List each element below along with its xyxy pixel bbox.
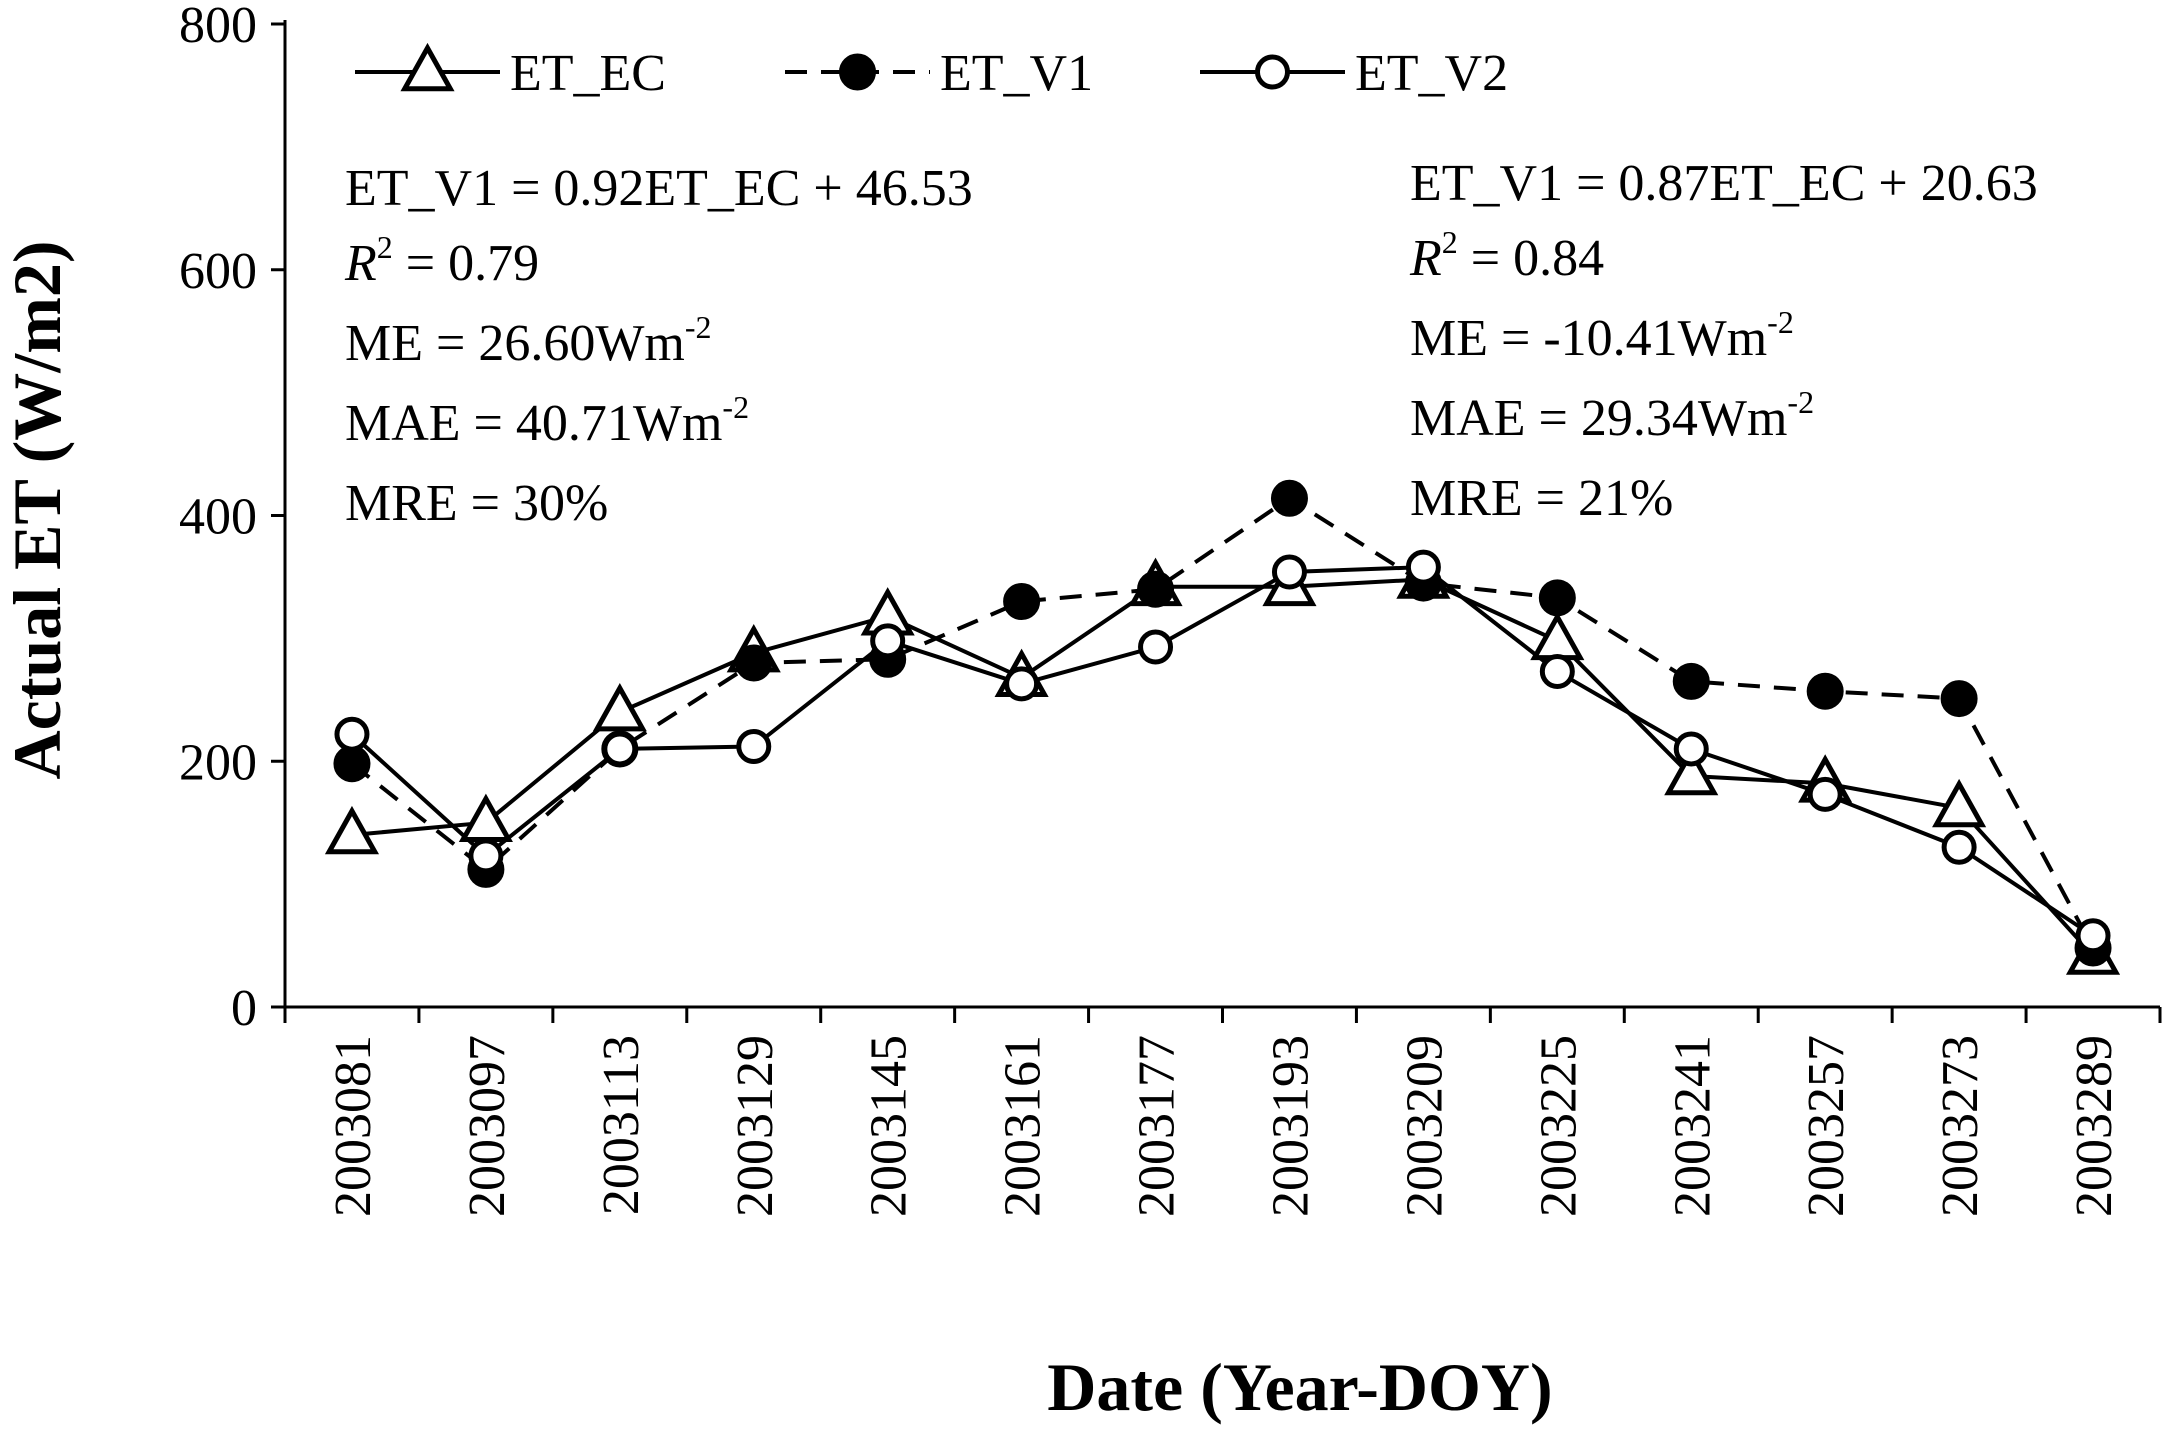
- data-point: [468, 838, 504, 874]
- x-tick-label: 2003081: [325, 1035, 382, 1217]
- series-ET_V1: [350, 496, 2095, 949]
- data-point: [1405, 549, 1441, 585]
- data-point: [736, 729, 772, 765]
- axes: 0 200 400 600 800 2003081 2003097 2003113 200312…: [179, 0, 2162, 1217]
- data-point: [602, 731, 638, 767]
- data-point: [1538, 579, 1576, 617]
- me-right: ME = -10.41Wm-2: [1410, 304, 1794, 367]
- x-tick-label: 2003193: [1262, 1035, 1319, 1217]
- legend-label: ET_V1: [940, 45, 1093, 102]
- legend: ET_EC ET_V1 ET_V2: [355, 42, 1508, 102]
- data-point: [1255, 54, 1290, 90]
- data-point: [870, 623, 906, 659]
- equation-right: ET_V1 = 0.87ET_EC + 20.63: [1410, 155, 2038, 212]
- legend-item-ET_EC: ET_EC: [355, 42, 666, 102]
- equation-left: ET_V1 = 0.92ET_EC + 46.53: [345, 160, 973, 217]
- data-point: [458, 793, 513, 842]
- series-line: [350, 565, 2095, 938]
- data-point: [1137, 570, 1175, 608]
- mre-left: MRE = 30%: [345, 475, 608, 532]
- data-point: [334, 716, 370, 752]
- data-point: [1664, 746, 1719, 796]
- legend-item-ET_V1: ET_V1: [785, 45, 1093, 102]
- data-point: [1530, 611, 1585, 661]
- x-tick-label: 2003161: [995, 1035, 1052, 1217]
- data-point: [1673, 731, 1709, 767]
- series-line: [351, 577, 2095, 957]
- data-point: [324, 805, 380, 855]
- data-point: [1806, 672, 1844, 710]
- legend-label: ET_EC: [510, 45, 666, 102]
- data-point: [400, 42, 455, 92]
- x-tick-label: 2003113: [593, 1035, 650, 1215]
- markers-ET_EC: [324, 550, 2121, 975]
- data-point: [735, 644, 773, 682]
- data-point: [1003, 583, 1041, 621]
- data-point: [1932, 778, 1987, 828]
- data-point: [1138, 629, 1174, 665]
- y-tick-label: 800: [179, 0, 257, 54]
- series-ET_EC: [351, 577, 2095, 957]
- series-ET_V2: [350, 565, 2095, 938]
- mre-right: MRE = 21%: [1410, 470, 1673, 527]
- legend-item-ET_V2: ET_V2: [1200, 45, 1508, 102]
- x-tick-label: 2003145: [861, 1035, 918, 1217]
- x-tick-label: 2003257: [1798, 1035, 1855, 1217]
- r2-left: R2 = 0.79: [344, 229, 539, 292]
- stats-left: ET_V1 = 0.92ET_EC + 46.53 R2 = 0.79 ME =…: [344, 160, 973, 532]
- data-point: [1539, 654, 1575, 690]
- data-point: [1271, 554, 1307, 590]
- markers-ET_V2: [334, 549, 2111, 954]
- data-point: [1807, 776, 1843, 812]
- legend-label: ET_V2: [1355, 45, 1508, 102]
- data-point: [1270, 479, 1308, 517]
- mae-right: MAE = 29.34Wm-2: [1410, 384, 1814, 447]
- y-tick-label: 600: [179, 243, 257, 300]
- data-point: [2075, 918, 2111, 954]
- x-tick-label: 2003273: [1932, 1035, 1989, 1217]
- data-point: [333, 745, 371, 783]
- mae-left: MAE = 40.71Wm-2: [345, 389, 749, 452]
- x-tick-label: 2003097: [459, 1035, 516, 1217]
- x-tick-label: 2003209: [1396, 1035, 1453, 1217]
- series-line: [350, 496, 2095, 949]
- x-tick-label: 2003241: [1664, 1035, 1721, 1217]
- x-tick-label: 2003177: [1129, 1035, 1186, 1217]
- stats-right: ET_V1 = 0.87ET_EC + 20.63 R2 = 0.84 ME =…: [1409, 155, 2038, 527]
- y-axis-title: Actual ET (W/m2): [0, 241, 75, 780]
- x-tick-label: 2003129: [727, 1035, 784, 1217]
- data-point: [1004, 666, 1040, 702]
- y-tick-label: 0: [231, 980, 257, 1037]
- r2-right: R2 = 0.84: [1409, 224, 1604, 287]
- x-axis-title: Date (Year-DOY): [1047, 1349, 1552, 1425]
- me-left: ME = 26.60Wm-2: [345, 309, 712, 372]
- data-point: [1940, 680, 1978, 718]
- x-tick-label: 2003225: [1530, 1035, 1587, 1217]
- series-layer: [324, 479, 2121, 975]
- data-point: [1941, 829, 1977, 865]
- data-point: [839, 53, 876, 91]
- data-point: [1672, 662, 1710, 700]
- data-point: [592, 682, 647, 732]
- y-tick-label: 200: [179, 734, 257, 791]
- x-tick-label: 2003289: [2066, 1035, 2123, 1217]
- y-tick-label: 400: [179, 489, 257, 546]
